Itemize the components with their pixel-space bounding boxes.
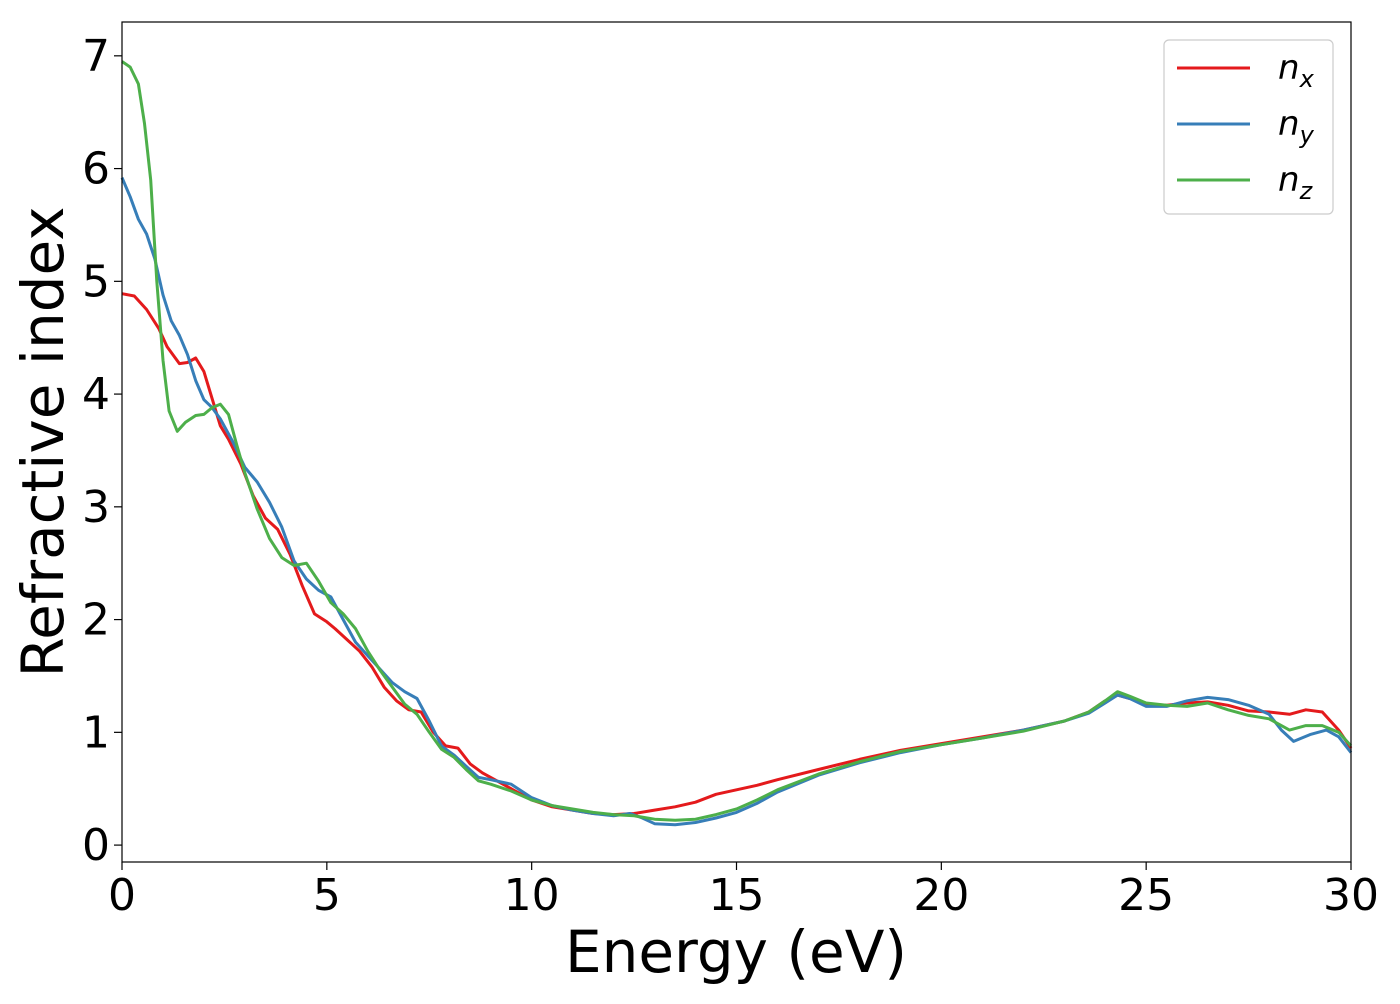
y-tick-label: 0 [82,820,110,871]
plot-background [122,22,1351,862]
y-tick-label: 1 [82,707,110,758]
x-tick-label: 0 [108,870,136,921]
x-tick-label: 15 [709,870,765,921]
x-tick-label: 25 [1118,870,1174,921]
x-tick-label: 5 [313,870,341,921]
y-tick-label: 7 [82,31,110,82]
x-tick-label: 30 [1323,870,1379,921]
y-tick-label: 2 [82,595,110,646]
x-axis-ticks: 0 5 10 15 20 25 30 [108,862,1379,921]
y-tick-label: 6 [82,144,110,195]
series-line-n_z [121,60,1353,822]
legend-label-n_y: ny [1278,104,1315,149]
x-axis-title: Energy (eV) [565,918,907,986]
series-layer [120,60,1353,827]
y-axis-ticks: 0 1 2 3 4 5 6 7 [82,31,122,871]
y-tick-label: 3 [82,482,110,533]
x-tick-label: 20 [913,870,969,921]
y-tick-label: 4 [82,369,110,420]
y-axis-title: Refractive index [9,206,77,677]
x-tick-label: 10 [504,870,560,921]
y-tick-label: 5 [82,256,110,307]
legend-box [1163,39,1334,215]
